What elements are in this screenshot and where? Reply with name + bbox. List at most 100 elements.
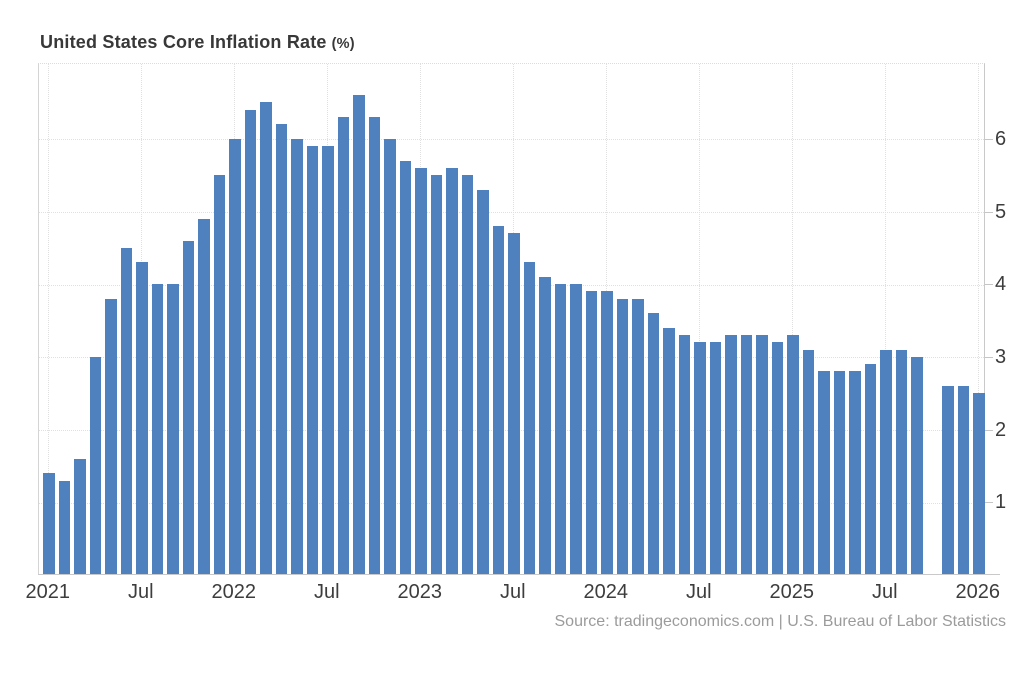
y-axis-tick-6 xyxy=(985,138,993,140)
bar-2021-09[interactable] xyxy=(167,284,179,575)
bar-2023-04[interactable] xyxy=(461,175,473,575)
y-axis-tick-1 xyxy=(985,502,993,504)
gridline-x-2021-0 xyxy=(48,64,50,575)
bar-2023-06[interactable] xyxy=(492,226,504,575)
bar-2021-08[interactable] xyxy=(151,284,163,575)
gridline-y-6 xyxy=(39,139,984,141)
bar-2023-10[interactable] xyxy=(554,284,566,575)
bar-2024-06[interactable] xyxy=(678,335,690,575)
bar-2025-02[interactable] xyxy=(802,349,814,575)
x-axis-label-Jul-9: Jul xyxy=(871,581,898,603)
bar-2024-03[interactable] xyxy=(632,298,644,575)
bar-2026-01[interactable] xyxy=(973,393,985,575)
gridline-x-Jul-7 xyxy=(699,64,701,575)
chart-title-text: United States Core Inflation Rate xyxy=(40,32,327,52)
plot-area[interactable] xyxy=(38,63,985,575)
y-axis-tick-3 xyxy=(985,356,993,358)
bar-2023-12[interactable] xyxy=(585,291,597,575)
bar-2023-02[interactable] xyxy=(430,175,442,575)
bar-2021-05[interactable] xyxy=(105,298,117,575)
bar-2022-12[interactable] xyxy=(399,160,411,575)
source-prefix: Source: xyxy=(554,613,615,630)
bar-2023-05[interactable] xyxy=(477,189,489,575)
bar-2021-04[interactable] xyxy=(89,356,101,575)
bar-2021-12[interactable] xyxy=(213,175,225,575)
bar-2024-05[interactable] xyxy=(663,327,675,575)
y-axis-label-3: 3 xyxy=(995,345,1007,368)
bar-2021-02[interactable] xyxy=(58,480,70,575)
bar-2024-08[interactable] xyxy=(709,342,721,575)
source-suffix: | U.S. Bureau of Labor Statistics xyxy=(774,613,1006,630)
bar-2021-11[interactable] xyxy=(198,218,210,575)
bar-2023-03[interactable] xyxy=(446,167,458,575)
bar-2022-03[interactable] xyxy=(260,102,272,575)
bar-2024-11[interactable] xyxy=(756,335,768,575)
bar-2025-03[interactable] xyxy=(818,371,830,575)
x-axis-label-2022-2: 2022 xyxy=(211,581,257,603)
bar-2024-12[interactable] xyxy=(771,342,783,575)
x-axis-line xyxy=(38,574,1000,575)
bar-2025-01[interactable] xyxy=(787,335,799,575)
bar-2024-10[interactable] xyxy=(740,335,752,575)
x-axis-label-Jul-7: Jul xyxy=(685,581,712,603)
bar-2024-09[interactable] xyxy=(725,335,737,575)
bar-2022-09[interactable] xyxy=(353,95,365,575)
bar-2021-01[interactable] xyxy=(43,473,55,575)
bar-2021-03[interactable] xyxy=(74,458,86,575)
bar-2022-10[interactable] xyxy=(368,117,380,575)
x-axis-label-Jul-1: Jul xyxy=(127,581,154,603)
bar-2024-04[interactable] xyxy=(647,313,659,575)
bar-2022-06[interactable] xyxy=(306,146,318,575)
bar-2021-07[interactable] xyxy=(136,262,148,575)
bar-2024-01[interactable] xyxy=(601,291,613,575)
bar-2022-11[interactable] xyxy=(384,138,396,575)
bar-2025-12[interactable] xyxy=(957,385,969,575)
bar-2025-04[interactable] xyxy=(833,371,845,575)
bar-2022-08[interactable] xyxy=(337,117,349,575)
bar-2022-04[interactable] xyxy=(275,124,287,575)
y-axis-tick-2 xyxy=(985,429,993,431)
bar-2022-07[interactable] xyxy=(322,146,334,575)
x-axis-label-2026-10: 2026 xyxy=(955,581,1001,603)
gridline-x-Jul-9 xyxy=(885,64,887,575)
y-axis-label-2: 2 xyxy=(995,418,1007,441)
x-axis-label-2021-0: 2021 xyxy=(25,581,71,603)
bar-2025-09[interactable] xyxy=(911,356,923,575)
gridline-y-5 xyxy=(39,212,984,213)
bar-2022-05[interactable] xyxy=(291,138,303,575)
source-site-link[interactable]: tradingeconomics.com xyxy=(614,613,775,630)
bar-2025-11[interactable] xyxy=(942,385,954,575)
bar-2024-02[interactable] xyxy=(616,298,628,575)
bar-2023-07[interactable] xyxy=(508,233,520,575)
bar-2025-08[interactable] xyxy=(895,349,907,575)
x-axis-label-2024-6: 2024 xyxy=(583,581,629,603)
y-axis-label-6: 6 xyxy=(995,127,1007,150)
bar-2025-07[interactable] xyxy=(880,349,892,575)
y-axis-tick-5 xyxy=(985,211,993,213)
chart-title: United States Core Inflation Rate (%) xyxy=(40,32,355,53)
bar-2021-10[interactable] xyxy=(182,240,194,575)
bar-2022-02[interactable] xyxy=(244,109,256,575)
bar-2023-08[interactable] xyxy=(523,262,535,575)
x-axis-label-2023-4: 2023 xyxy=(397,581,443,603)
bar-2023-11[interactable] xyxy=(570,284,582,575)
bar-2025-05[interactable] xyxy=(849,371,861,575)
y-axis-label-1: 1 xyxy=(995,491,1007,514)
x-axis-label-2025-8: 2025 xyxy=(769,581,815,603)
y-axis-label-4: 4 xyxy=(995,273,1007,296)
y-axis-label-5: 5 xyxy=(995,200,1007,223)
x-axis-label-Jul-5: Jul xyxy=(499,581,526,603)
x-axis-label-Jul-3: Jul xyxy=(313,581,340,603)
gridline-x-2026-10 xyxy=(978,64,980,575)
bar-2023-09[interactable] xyxy=(539,276,551,575)
y-axis-tick-4 xyxy=(985,284,993,286)
bar-2023-01[interactable] xyxy=(415,167,427,575)
source-attribution: Source: tradingeconomics.com | U.S. Bure… xyxy=(555,613,1007,631)
bar-2024-07[interactable] xyxy=(694,342,706,575)
bar-2025-06[interactable] xyxy=(864,364,876,575)
chart-title-unit: (%) xyxy=(331,36,355,52)
bar-2021-06[interactable] xyxy=(120,247,132,575)
gridline-x-2025-8 xyxy=(792,64,794,575)
bar-2022-01[interactable] xyxy=(229,138,241,575)
